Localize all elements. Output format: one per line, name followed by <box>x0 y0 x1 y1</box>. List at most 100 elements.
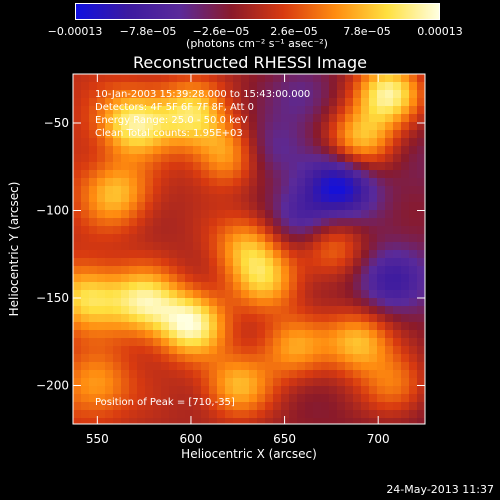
heatmap-cell <box>297 130 306 139</box>
heatmap-cell <box>73 314 82 323</box>
heatmap-cell <box>265 418 274 424</box>
heatmap-cell <box>225 146 234 155</box>
heatmap-cell <box>241 154 250 163</box>
heatmap-cell <box>73 82 82 91</box>
heatmap-cell <box>129 242 138 251</box>
heatmap-cell <box>129 98 138 107</box>
heatmap-cell <box>361 82 370 91</box>
heatmap-cell <box>225 338 234 347</box>
heatmap-cell <box>89 90 98 99</box>
heatmap-cell <box>217 330 226 339</box>
heatmap-cell <box>329 154 338 163</box>
heatmap-cell <box>353 194 362 203</box>
heatmap-cell <box>417 154 425 163</box>
heatmap-cell <box>209 410 218 419</box>
heatmap-cell <box>241 282 250 291</box>
heatmap-cell <box>169 250 178 259</box>
heatmap-cell <box>73 322 82 331</box>
heatmap-cell <box>113 370 122 379</box>
heatmap-cell <box>361 146 370 155</box>
heatmap-cell <box>153 146 162 155</box>
heatmap-cell <box>377 178 386 187</box>
heatmap-cell <box>241 194 250 203</box>
heatmap-cell <box>161 306 170 315</box>
heatmap-cell <box>361 322 370 331</box>
heatmap-cell <box>105 330 114 339</box>
heatmap-cell <box>153 234 162 243</box>
heatmap-cell <box>305 322 314 331</box>
heatmap-cell <box>153 378 162 387</box>
heatmap-cell <box>409 218 418 227</box>
heatmap-cell <box>185 258 194 267</box>
heatmap-cell <box>177 234 186 243</box>
heatmap-cell <box>177 298 186 307</box>
heatmap-cell <box>129 306 138 315</box>
heatmap-cell <box>385 130 394 139</box>
heatmap-cell <box>129 82 138 91</box>
heatmap-cell <box>401 130 410 139</box>
heatmap-cell <box>121 282 130 291</box>
heatmap-cell <box>161 194 170 203</box>
heatmap-cell <box>249 410 258 419</box>
heatmap-cell <box>233 114 242 123</box>
heatmap-cell <box>305 410 314 419</box>
heatmap-cell <box>137 298 146 307</box>
heatmap-cell <box>249 170 258 179</box>
heatmap-cell <box>185 266 194 275</box>
heatmap-cell <box>249 338 258 347</box>
heatmap-cell <box>409 306 418 315</box>
heatmap-cell <box>273 170 282 179</box>
heatmap-cell <box>81 306 90 315</box>
heatmap-cell <box>337 90 346 99</box>
heatmap-cell <box>369 298 378 307</box>
heatmap-cell <box>145 274 154 283</box>
heatmap-cell <box>225 122 234 131</box>
heatmap-cell <box>369 194 378 203</box>
heatmap-cell <box>177 74 186 83</box>
heatmap-cell <box>129 210 138 219</box>
heatmap-cell <box>185 234 194 243</box>
heatmap-cell <box>73 234 82 243</box>
heatmap-cell <box>105 362 114 371</box>
heatmap-cell <box>337 370 346 379</box>
heatmap-cell <box>289 82 298 91</box>
heatmap-cell <box>209 298 218 307</box>
heatmap-cell <box>417 218 425 227</box>
heatmap-cell <box>401 90 410 99</box>
heatmap-cell <box>345 162 354 171</box>
heatmap-cell <box>289 194 298 203</box>
heatmap-cell <box>193 82 202 91</box>
heatmap-cell <box>385 258 394 267</box>
heatmap-cell <box>89 394 98 403</box>
heatmap-cell <box>297 146 306 155</box>
heatmap-cell <box>257 354 266 363</box>
heatmap-cell <box>121 266 130 275</box>
heatmap-cell <box>329 314 338 323</box>
heatmap-cell <box>281 394 290 403</box>
heatmap-cell <box>353 146 362 155</box>
heatmap-cell <box>233 378 242 387</box>
heatmap-cell <box>225 114 234 123</box>
heatmap-cell <box>305 138 314 147</box>
heatmap-cell <box>313 162 322 171</box>
heatmap-cell <box>137 266 146 275</box>
heatmap-cell <box>377 362 386 371</box>
heatmap-cell <box>329 202 338 211</box>
x-tick-label: 600 <box>180 432 203 446</box>
heatmap-cell <box>257 402 266 411</box>
heatmap-cell <box>169 290 178 299</box>
heatmap-cell <box>273 162 282 171</box>
heatmap-cell <box>113 122 122 131</box>
heatmap-cell <box>385 370 394 379</box>
heatmap-cell <box>121 386 130 395</box>
heatmap-cell <box>361 314 370 323</box>
heatmap-cell <box>225 98 234 107</box>
heatmap-cell <box>73 410 82 419</box>
heatmap-cell <box>345 90 354 99</box>
heatmap-cell <box>137 122 146 131</box>
heatmap-cell <box>305 90 314 99</box>
heatmap-cell <box>265 130 274 139</box>
info-time-range: 10-Jan-2003 15:39:28.000 to 15:43:00.000 <box>95 89 311 100</box>
heatmap-cell <box>153 250 162 259</box>
heatmap-cell <box>81 330 90 339</box>
